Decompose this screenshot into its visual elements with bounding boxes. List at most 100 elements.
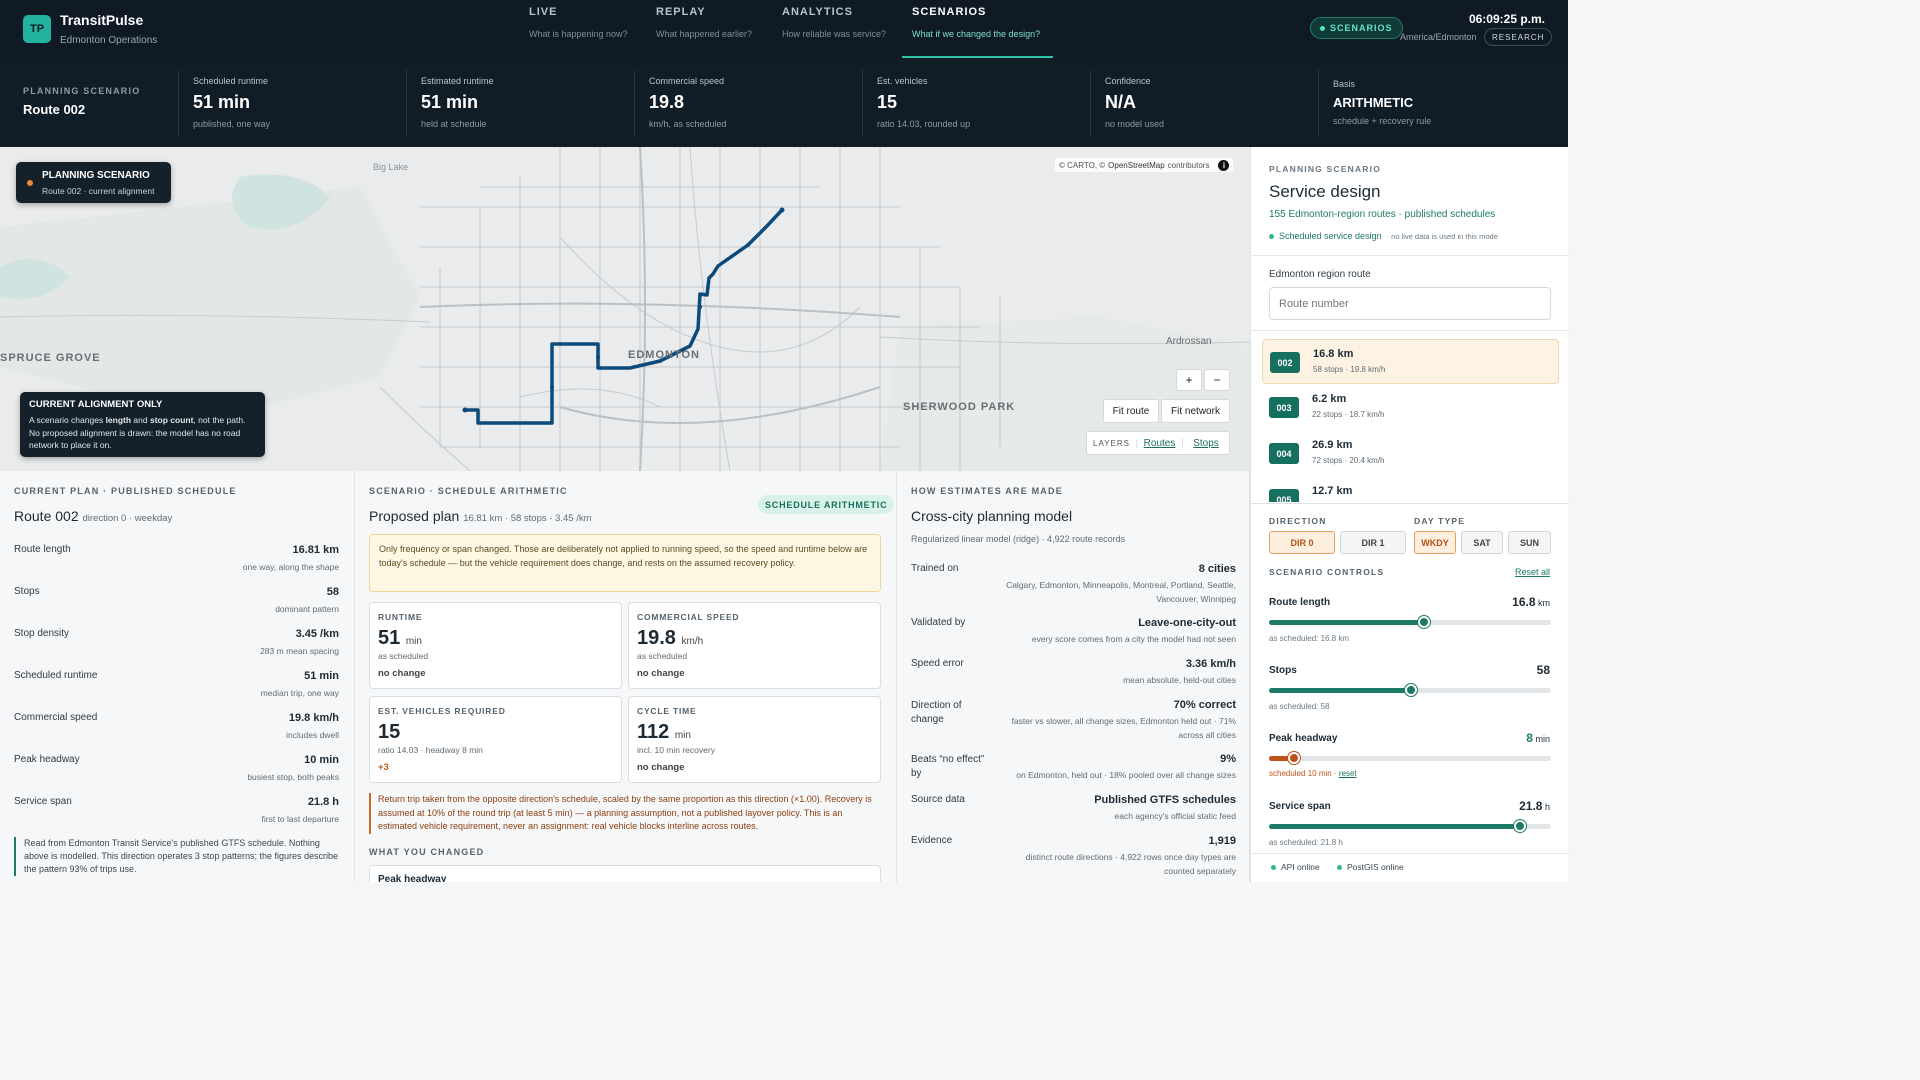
layer-stops-toggle[interactable]: Stops — [1193, 437, 1219, 449]
tab-replay[interactable]: REPLAY What happened earlier? — [646, 0, 764, 58]
row-sub: first to last departure — [261, 814, 339, 824]
runtime-card: RUNTIME 51 min as scheduled no change — [369, 602, 622, 689]
dir1-button[interactable]: DIR 1 — [1340, 531, 1406, 554]
kpi-label: Commercial speed — [649, 76, 725, 86]
status-note: · no live data is used in this mode — [1386, 231, 1498, 241]
route-length: 26.9 km — [1312, 439, 1353, 451]
tab-scenarios-label: SCENARIOS — [912, 6, 987, 18]
slider-handle[interactable] — [1513, 820, 1526, 832]
card-value: 15 — [378, 721, 401, 743]
dir0-button[interactable]: DIR 0 — [1269, 531, 1335, 554]
current-plan-panel: CURRENT PLAN · PUBLISHED SCHEDULE Route … — [0, 471, 355, 882]
scenario-header: SCENARIO · SCHEDULE ARITHMETIC — [369, 486, 568, 496]
status-dot-icon — [1269, 233, 1274, 239]
card-delta: no change — [378, 668, 426, 679]
route-list-item-005[interactable]: 005 12.7 km — [1262, 477, 1559, 502]
route-stats: 58 stops · 19.8 km/h — [1313, 365, 1386, 374]
route-number-input[interactable] — [1269, 287, 1551, 320]
card-sub: as scheduled — [637, 651, 688, 661]
slider-value-route-length: 16.8 km — [1512, 595, 1550, 609]
row-value: 9% — [1220, 753, 1236, 765]
scenario-badge-title: PLANNING SCENARIO — [42, 170, 150, 181]
divider — [1251, 853, 1569, 854]
sunday-button[interactable]: SUN — [1508, 531, 1551, 554]
proposed-plan-title: Proposed plan 16.81 km · 58 stops · 3.45… — [369, 508, 592, 524]
tab-live-label: LIVE — [529, 6, 558, 18]
slider-handle[interactable] — [1288, 752, 1301, 764]
saturday-button[interactable]: SAT — [1461, 531, 1503, 554]
fit-route-button[interactable]: Fit route — [1103, 399, 1159, 423]
kpi-sub: ratio 14.03, rounded up — [877, 119, 971, 129]
route-badge: 005 — [1269, 489, 1299, 502]
row-value: Leave-one-city-out — [1138, 617, 1236, 629]
route-002-line[interactable] — [465, 208, 784, 425]
model-panel: HOW ESTIMATES ARE MADE Cross-city planni… — [897, 471, 1250, 882]
layers-label: LAYERS — [1087, 438, 1137, 448]
tab-scenarios[interactable]: SCENARIOS What if we changed the design? — [902, 0, 1053, 58]
slider-handle[interactable] — [1418, 616, 1431, 628]
fit-network-button[interactable]: Fit network — [1161, 399, 1230, 423]
slider-value-stops: 58 — [1536, 663, 1550, 677]
current-plan-note: Read from Edmonton Transit Service's pub… — [14, 837, 339, 876]
proposed-plan-label: Proposed plan — [369, 508, 460, 524]
slider-hint: as scheduled: 21.8 h — [1269, 838, 1343, 847]
tab-analytics-sub: How reliable was service? — [782, 29, 887, 39]
row-label: Beats “no effect” by — [911, 754, 985, 779]
water-bodies — [0, 174, 330, 300]
scenario-sidebar: PLANNING SCENARIO Service design 155 Edm… — [1250, 147, 1569, 882]
clock: 06:09:25 p.m. — [1468, 12, 1545, 26]
kpi-label: Scheduled runtime — [193, 76, 269, 86]
map-label-sherwood-park: SHERWOOD PARK — [903, 401, 1016, 413]
route-map[interactable]: SPRUCE GROVE EDMONTON SHERWOOD PARK Ardr… — [0, 147, 1250, 471]
scenario-badge-sub: Route 002 · current alignment — [42, 186, 155, 196]
postgis-status: PostGIS online — [1337, 862, 1404, 872]
proposed-plan-sub: 16.81 km · 58 stops · 3.45 /km — [463, 513, 592, 524]
weekday-button[interactable]: WKDY — [1414, 531, 1456, 554]
reset-all-link[interactable]: Reset all — [1514, 567, 1550, 577]
row-value: 10 min — [304, 754, 339, 766]
route-list-item-002[interactable]: 002 16.8 km 58 stops · 19.8 km/h — [1262, 339, 1559, 384]
peak-headway-slider[interactable] — [1269, 752, 1551, 764]
card-delta: no change — [637, 668, 685, 679]
card-value: 51 min — [378, 627, 422, 649]
route-list-item-003[interactable]: 003 6.2 km 22 stops · 18.7 km/h — [1262, 385, 1559, 430]
status-text: Scheduled service design — [1279, 231, 1382, 241]
kpi-value: 51 min — [193, 92, 251, 112]
research-button[interactable]: RESEARCH — [1484, 28, 1553, 46]
stops-slider[interactable] — [1269, 684, 1551, 696]
row-sub: one way, along the shape — [242, 562, 339, 572]
slider-hint: scheduled 10 min · reset — [1269, 769, 1357, 778]
tab-replay-sub: What happened earlier? — [656, 29, 753, 39]
kpi-sub: km/h, as scheduled — [649, 119, 727, 129]
card-delta: +3 — [378, 762, 389, 773]
tab-replay-label: REPLAY — [656, 6, 706, 18]
attribution-osm-link[interactable]: OpenStreetMap — [1108, 160, 1165, 170]
kpi-value: 51 min — [421, 92, 479, 112]
kpi-sub: schedule + recovery rule — [1333, 116, 1432, 126]
row-value: 70% correct — [1173, 699, 1236, 711]
kpi-basis: Basis ARITHMETIC schedule + recovery rul… — [1318, 70, 1568, 136]
zoom-in-button[interactable]: + — [1176, 369, 1202, 391]
reset-headway-link[interactable]: reset — [1338, 769, 1357, 778]
slider-handle[interactable] — [1405, 684, 1418, 696]
row-sub: distinct route directions · 4,922 rows o… — [1025, 852, 1236, 876]
top-bar: TP TransitPulse Edmonton Operations LIVE… — [0, 0, 1568, 58]
card-label: RUNTIME — [378, 612, 423, 622]
layer-routes-toggle[interactable]: Routes — [1137, 437, 1183, 449]
row-sub: 283 m mean spacing — [260, 646, 339, 656]
tab-live[interactable]: LIVE What is happening now? — [519, 0, 637, 58]
tab-analytics[interactable]: ANALYTICS How reliable was service? — [772, 0, 897, 58]
zoom-out-button[interactable]: − — [1204, 369, 1230, 391]
slider-label-route-length: Route length — [1269, 597, 1331, 608]
row-label: Direction of change — [911, 700, 962, 725]
schedule-arithmetic-badge: SCHEDULE ARITHMETIC — [758, 495, 895, 514]
tab-scenarios-sub: What if we changed the design? — [912, 29, 1041, 39]
kpi-confidence: Confidence N/A no model used — [1090, 70, 1318, 136]
service-span-slider[interactable] — [1269, 820, 1551, 832]
route-length-slider[interactable] — [1269, 616, 1551, 628]
scenario-map-badge: PLANNING SCENARIO Route 002 · current al… — [16, 162, 171, 203]
app-subtitle: Edmonton Operations — [60, 35, 158, 46]
current-plan-header: CURRENT PLAN · PUBLISHED SCHEDULE — [14, 486, 237, 496]
route-list-item-004[interactable]: 004 26.9 km 72 stops · 20.4 km/h — [1262, 431, 1559, 476]
info-icon[interactable]: i — [1218, 159, 1230, 171]
